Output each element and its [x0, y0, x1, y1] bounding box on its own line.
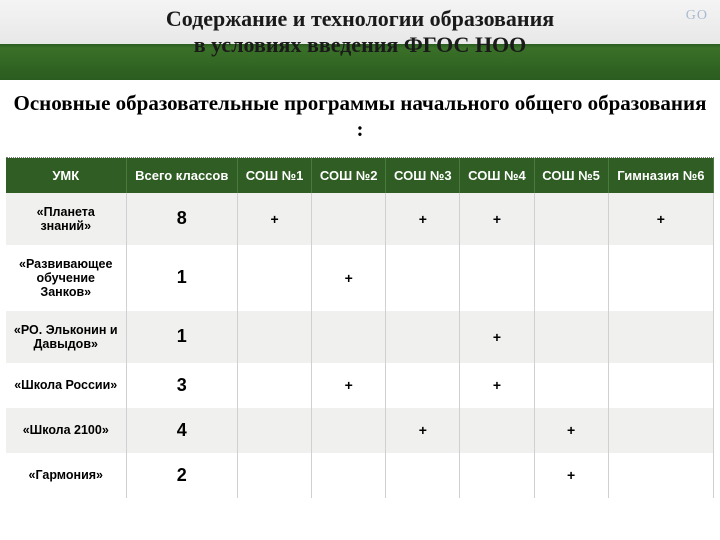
table-row: «Развивающее обучение Занков» 1 + [6, 245, 714, 311]
programs-table: УМК Всего классов СОШ №1 СОШ №2 СОШ №3 С… [6, 158, 714, 498]
cell-count: 3 [126, 363, 238, 408]
subtitle: Основные образовательные программы начал… [0, 80, 720, 157]
cell-name: «Гармония» [6, 453, 126, 498]
cell [238, 311, 312, 363]
header-band: Содержание и технологии образования в ус… [0, 0, 720, 80]
cell [238, 408, 312, 453]
cell [312, 408, 386, 453]
table-row: «РО. Эльконин и Давыдов» 1 + [6, 311, 714, 363]
cell [312, 311, 386, 363]
cell: + [460, 311, 534, 363]
cell-count: 2 [126, 453, 238, 498]
cell: + [608, 193, 713, 245]
cell-name: «Школа 2100» [6, 408, 126, 453]
cell-name: «Планета знаний» [6, 193, 126, 245]
cell: + [534, 408, 608, 453]
cell-name: «Развивающее обучение Занков» [6, 245, 126, 311]
table-row: «Школа России» 3 + + [6, 363, 714, 408]
cell [386, 363, 460, 408]
col-s2: СОШ №2 [312, 158, 386, 193]
cell [386, 453, 460, 498]
title-line1: Содержание и технологии образования [166, 6, 554, 31]
cell: + [386, 408, 460, 453]
cell [312, 453, 386, 498]
cell: + [238, 193, 312, 245]
cell [238, 363, 312, 408]
cell-count: 1 [126, 311, 238, 363]
col-s5: СОШ №5 [534, 158, 608, 193]
page-title: Содержание и технологии образования в ус… [40, 6, 680, 59]
cell [534, 193, 608, 245]
cell: + [386, 193, 460, 245]
cell [608, 363, 713, 408]
cell-count: 8 [126, 193, 238, 245]
cell: + [460, 363, 534, 408]
cell [534, 311, 608, 363]
cell [608, 311, 713, 363]
cell-name: «РО. Эльконин и Давыдов» [6, 311, 126, 363]
cell [608, 245, 713, 311]
cell-count: 1 [126, 245, 238, 311]
table-row: «Школа 2100» 4 + + [6, 408, 714, 453]
cell [460, 245, 534, 311]
cell-count: 4 [126, 408, 238, 453]
cell [460, 408, 534, 453]
cell [386, 311, 460, 363]
table-header-row: УМК Всего классов СОШ №1 СОШ №2 СОШ №3 С… [6, 158, 714, 193]
cell [312, 193, 386, 245]
col-total: Всего классов [126, 158, 238, 193]
cell [534, 363, 608, 408]
cell [238, 245, 312, 311]
cell [386, 245, 460, 311]
cell-name: «Школа России» [6, 363, 126, 408]
cell [608, 453, 713, 498]
cell: + [312, 245, 386, 311]
col-s4: СОШ №4 [460, 158, 534, 193]
cell: + [534, 453, 608, 498]
logo-hint: GO [686, 8, 708, 24]
table-body: «Планета знаний» 8 + + + + «Развивающее … [6, 193, 714, 498]
cell: + [460, 193, 534, 245]
table-row: «Планета знаний» 8 + + + + [6, 193, 714, 245]
cell [608, 408, 713, 453]
cell [238, 453, 312, 498]
col-umk: УМК [6, 158, 126, 193]
cell: + [312, 363, 386, 408]
title-line2: в условиях введения ФГОС НОО [40, 32, 680, 58]
col-s3: СОШ №3 [386, 158, 460, 193]
col-g6: Гимназия №6 [608, 158, 713, 193]
cell [534, 245, 608, 311]
col-s1: СОШ №1 [238, 158, 312, 193]
table-row: «Гармония» 2 + [6, 453, 714, 498]
cell [460, 453, 534, 498]
